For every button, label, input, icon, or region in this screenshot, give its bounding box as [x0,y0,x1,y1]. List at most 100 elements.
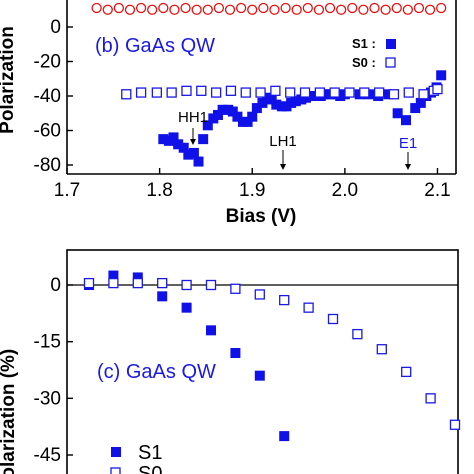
panel-b-s1-point [266,94,277,105]
panel-c-points [83,270,461,442]
panel-b-s1-point [242,116,253,127]
panel-b-s0-point [225,85,237,96]
panel-b-s1-point [193,156,204,167]
panel-b-s1-point [198,134,209,145]
panel-c-s0-point [230,283,241,294]
panel-b-cropped-point [402,4,413,15]
panel-b-s1-point [271,99,282,110]
panel-b-s1-point [178,142,189,153]
panel-b-cropped-point [369,2,380,14]
legend-c-label-s0: S0 [138,463,162,474]
panel-c-s0-point [376,344,387,355]
panel-c-s0-point [83,277,95,289]
panel-c-chart: 0-15-30-45 (c) GaAs QW Polarization (%) … [0,249,461,474]
panel-c-s1-point [230,348,241,358]
panel-b-y-tick-label: -80 [34,155,61,176]
panel-c-y-ticks: 0 -15 -30 -45 [34,275,73,466]
panel-b-s1-point [410,103,421,114]
panel-b-cropped-point [336,4,347,15]
panel-c-s0-point [254,289,265,300]
panel-b-annotations: HH1 LH1 E1 [178,109,417,170]
panel-c-s0-point [157,277,168,289]
panel-b-cropped-point [347,2,358,14]
panel-b-s0-point [285,87,296,98]
panel-b-x-ticks: 1.7 1.8 1.9 2.0 2.1 [54,168,451,201]
legend-c-marker-s1 [111,447,121,457]
panel-b-chart: 1.7 1.8 1.9 2.0 2.1 0 -20 -40 -60 -80 (b) GaAs Q… [0,0,457,227]
panel-c-s1-point [254,370,265,381]
panel-b-s0-point [121,89,132,100]
panel-b-s0-point [329,87,340,98]
panel-b-s0-point [373,87,385,98]
panel-b-s1-point [202,120,213,131]
panel-b-x-tick-label: 1.9 [239,180,265,201]
panel-c-s0-point [279,294,290,306]
panel-b-s0-point [166,87,177,98]
panel-c-y-tick-label: -15 [34,332,61,353]
legend-marker-s0 [385,57,396,68]
panel-b-cropped-point [324,2,336,14]
panel-b-s0-point [299,87,311,98]
panel-b-s0-point [418,89,429,100]
panel-b-s1-point [188,147,199,158]
panel-b-s0-point [432,83,443,95]
panel-b-s0-point [344,87,355,98]
annotation-lh1: LH1 [269,133,297,150]
panel-b-y-ticks: 0 -20 -40 -60 -80 [34,17,73,176]
panel-b-cropped-point [213,2,225,14]
panel-c-legend: S1 S0 [110,442,162,474]
annotation-e1: E1 [399,135,417,152]
panel-b-cropped-point [124,4,136,15]
legend-c-marker-s0 [110,467,121,474]
panel-b-s1-point [183,149,194,160]
panel-b-s1-point [227,106,238,117]
legend-label-s1: S1 : [352,36,376,51]
panel-b-cropped-point [169,4,180,15]
panel-b-x-tick-label: 1.7 [54,180,80,201]
panel-c-s1-point [206,325,216,336]
panel-b-x-tick-label: 2.0 [332,180,358,201]
panel-b-s1-point [247,111,258,122]
panel-c-s0-point [132,277,143,289]
panel-b-y-tick-label: 0 [50,17,61,38]
panel-c-s1-point [181,302,192,313]
panel-b-cropped-point [191,4,202,15]
panel-b-x-axis-title: Bias (V) [226,206,297,227]
panel-b-s0-point [314,87,326,98]
legend-marker-s1 [386,39,396,49]
panel-b-legend: S1 : S0 : [352,36,396,70]
panel-b-cropped-point [391,2,402,14]
panel-b-s1-point [251,103,262,114]
panel-c-s0-point [303,302,314,313]
panel-b-cropped-point [302,2,313,14]
panel-b-cropped-point [269,4,280,15]
panel-b-cropped-point [102,4,113,15]
panel-b-title: (b) GaAs QW [95,35,215,57]
panel-b-s1-point [415,97,426,108]
panel-b-s0-point [388,89,400,100]
panel-b-cropped-point [424,4,436,15]
panel-b-s1-point [158,134,169,145]
panel-c-s1-point [157,291,168,302]
panel-b-y-tick-label: -60 [34,121,61,142]
panel-b-s1-point [436,70,447,81]
panel-b-cropped-point [113,2,125,14]
annotation-lh1-arrowhead [280,164,286,170]
panel-b-cropped-point [235,2,247,14]
panel-b-y-tick-label: -20 [34,52,61,73]
panel-b-s1-point [232,111,243,122]
legend-c-label-s1: S1 [138,442,162,464]
panel-b-s1-point [290,96,301,107]
panel-b-cropped-point [147,4,158,15]
panel-b-s0-point [210,87,222,98]
panel-b-points [91,2,447,167]
panel-b-cropped-point [358,4,369,15]
panel-c-s0-point [401,366,412,378]
panel-b-s0-point [135,87,147,98]
panel-b-cropped-point [202,4,213,15]
panel-b-s0-point [240,87,251,98]
panel-c-s0-point [352,328,363,340]
panel-c-s0-point [108,277,119,289]
annotation-hh1-arrowhead [190,139,196,145]
panel-b-s1-point [168,132,179,143]
